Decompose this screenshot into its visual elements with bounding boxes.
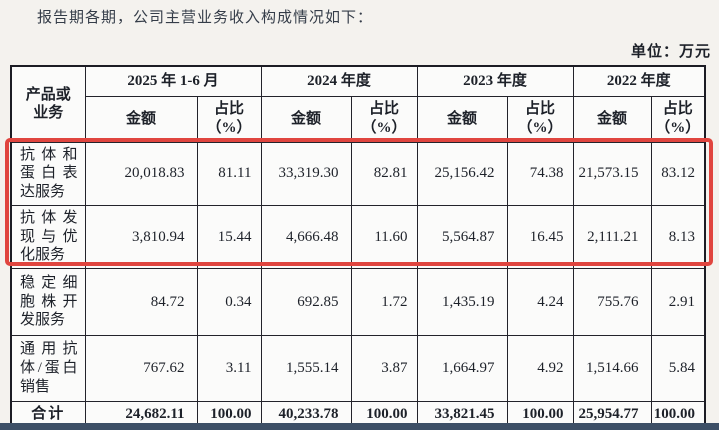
pct-header: 占比 （%） xyxy=(650,95,706,143)
amount-cell: 1,555.14 xyxy=(260,335,352,402)
period-header: 2023 年度 xyxy=(416,65,574,97)
table-row: 稳定细胞株开发服务 84.72 0.34 692.85 1.72 1,435.19 4.24… xyxy=(10,268,706,336)
pct-cell: 82.81 xyxy=(350,141,418,206)
amount-cell: 1,435.19 xyxy=(416,268,508,336)
amount-cell: 2,111.21 xyxy=(572,204,652,270)
pct-cell: 0.34 xyxy=(196,268,262,336)
row-label: 抗体发现与优化服务 xyxy=(10,204,86,270)
amount-header: 金额 xyxy=(572,95,652,143)
amount-cell: 21,573.15 xyxy=(572,141,652,206)
pct-cell: 74.38 xyxy=(506,141,574,206)
pct-cell: 3.87 xyxy=(350,335,418,402)
revenue-composition-table: 产品或 业务 2025 年 1-6 月 2024 年度 2023 年度 2022… xyxy=(10,65,707,429)
pct-cell: 81.11 xyxy=(196,141,262,206)
pct-cell: 3.11 xyxy=(196,335,262,402)
pct-cell: 2.91 xyxy=(650,268,706,336)
pct-cell: 8.13 xyxy=(650,204,706,270)
table-row: 通用抗体/蛋白销售 767.62 3.11 1,555.14 3.87 1,664.97 4… xyxy=(10,335,706,402)
unit-label: 单位：万元 xyxy=(630,44,711,60)
amount-header: 金额 xyxy=(260,95,352,143)
row-label: 通用抗体/蛋白销售 xyxy=(10,335,86,402)
table-body: 抗体和蛋白表达服务 20,018.83 81.11 33,319.30 82.81 25,… xyxy=(10,141,706,428)
header-row-periods: 产品或 业务 2025 年 1-6 月 2024 年度 2023 年度 2022… xyxy=(10,65,706,143)
period-header: 2024 年度 xyxy=(260,65,418,97)
amount-cell: 755.76 xyxy=(572,268,652,336)
period-header: 2022 年度 xyxy=(572,65,706,97)
amount-header: 金额 xyxy=(84,95,198,143)
amount-header: 金额 xyxy=(416,95,508,143)
pct-header: 占比 （%） xyxy=(196,95,262,143)
pct-cell: 1.72 xyxy=(350,268,418,336)
period-header: 2025 年 1-6 月 xyxy=(84,65,262,97)
header-row-measures: 金额 占比 （%） 金额 占比 （%） 金额 占比 （%） 金额 占比 （%） xyxy=(11,95,706,143)
pct-cell: 4.24 xyxy=(506,268,574,336)
pct-cell: 16.45 xyxy=(506,204,574,270)
row-label: 抗体和蛋白表达服务 xyxy=(10,141,86,206)
pct-cell: 5.84 xyxy=(650,335,706,402)
amount-cell: 20,018.83 xyxy=(84,141,198,206)
pct-cell: 11.60 xyxy=(350,204,418,270)
amount-cell: 84.72 xyxy=(84,268,198,336)
intro-text: 报告期各期，公司主营业务收入构成情况如下： xyxy=(37,10,374,26)
amount-cell: 4,666.48 xyxy=(260,204,352,270)
pct-cell: 83.12 xyxy=(650,141,706,206)
pct-cell: 15.44 xyxy=(196,204,262,270)
pct-cell: 4.92 xyxy=(506,335,574,402)
table-row: 抗体发现与优化服务 3,810.94 15.44 4,666.48 11.60 5,564… xyxy=(10,204,706,270)
table-row: 抗体和蛋白表达服务 20,018.83 81.11 33,319.30 82.81 25,… xyxy=(10,141,706,206)
corner-header: 产品或 业务 xyxy=(10,65,86,143)
row-label: 稳定细胞株开发服务 xyxy=(10,268,86,336)
amount-cell: 33,319.30 xyxy=(260,141,352,206)
pct-header: 占比 （%） xyxy=(506,95,574,143)
revenue-table-wrapper: 产品或 业务 2025 年 1-6 月 2024 年度 2023 年度 2022… xyxy=(10,65,707,429)
pct-header: 占比 （%） xyxy=(350,95,418,143)
amount-cell: 5,564.87 xyxy=(416,204,508,270)
amount-cell: 25,156.42 xyxy=(416,141,508,206)
amount-cell: 1,514.66 xyxy=(572,335,652,402)
bottom-bar xyxy=(0,423,719,430)
amount-cell: 3,810.94 xyxy=(84,204,198,270)
amount-cell: 692.85 xyxy=(260,268,352,336)
amount-cell: 1,664.97 xyxy=(416,335,508,402)
amount-cell: 767.62 xyxy=(84,335,198,402)
